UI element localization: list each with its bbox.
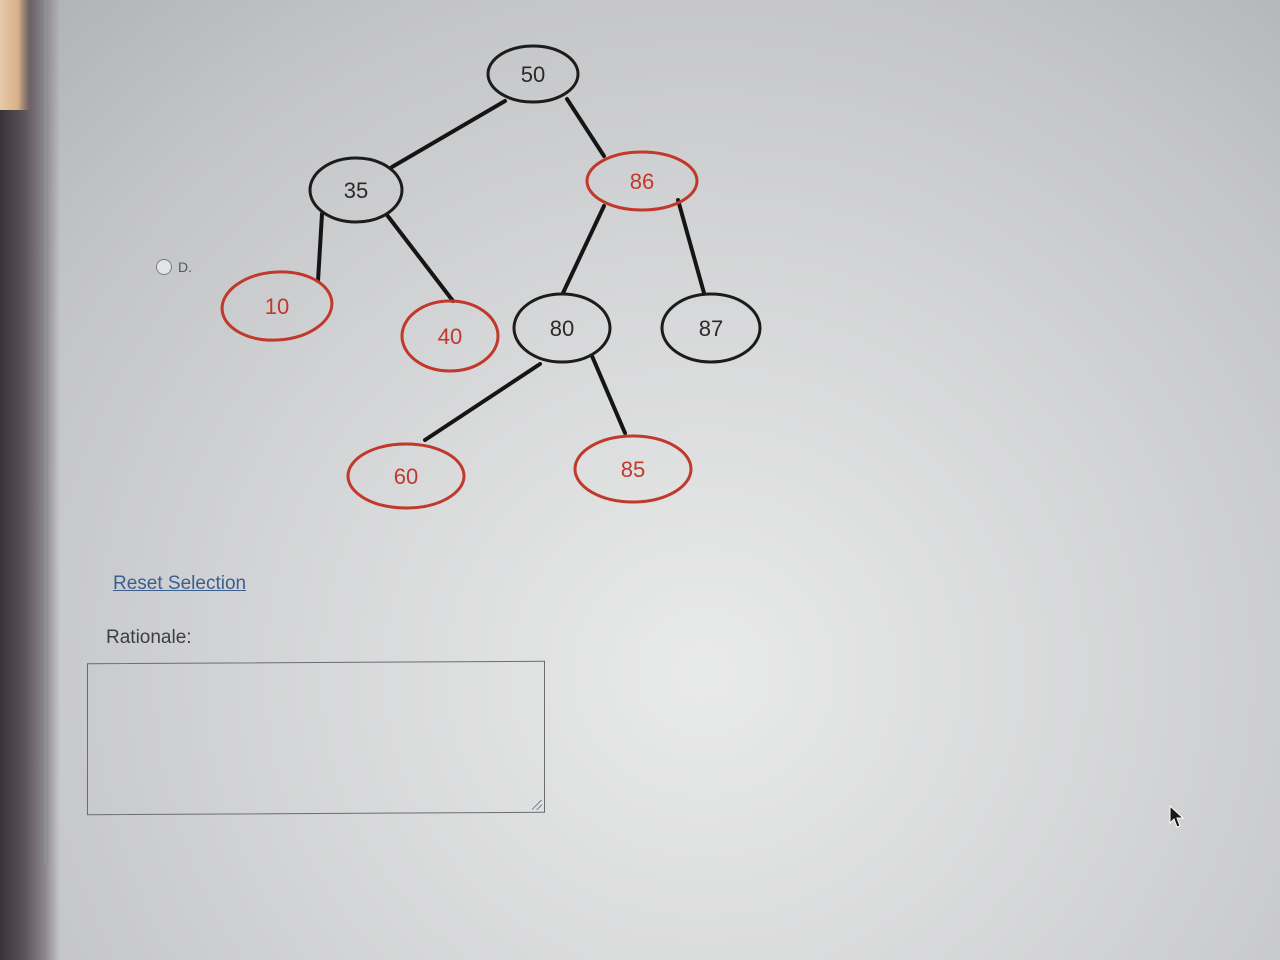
tree-node-circle: [660, 292, 762, 364]
tree-node-value: 80: [550, 316, 574, 341]
tree-node-87: 87: [660, 292, 762, 364]
rationale-textarea[interactable]: [87, 660, 545, 816]
tree-node-circle: [585, 150, 699, 212]
tree-edge-86-80: [561, 204, 606, 295]
option-label-d: D.: [178, 259, 192, 275]
desk-background: [0, 0, 30, 110]
tree-node-circle: [400, 299, 500, 373]
tree-node-circle: [346, 442, 466, 510]
tree-node-circle: [220, 270, 334, 342]
screen-bezel: [0, 0, 60, 960]
rationale-label: Rationale:: [106, 627, 192, 648]
tree-edge-35-10: [316, 212, 324, 283]
tree-node-value: 86: [630, 169, 654, 194]
tree-node-circle: [486, 44, 580, 104]
tree-edge-80-60: [423, 362, 542, 442]
tree-node-value: 50: [521, 62, 545, 87]
tree-node-value: 10: [265, 294, 289, 319]
tree-edge-35-40: [385, 213, 455, 303]
reset-selection-link[interactable]: Reset Selection: [113, 573, 247, 594]
tree-node-value: 85: [621, 457, 645, 482]
resize-grip-icon[interactable]: [532, 799, 542, 810]
tree-edge-50-35: [390, 99, 507, 169]
tree-node-40: 40: [400, 299, 500, 373]
radio-button-d[interactable]: [156, 259, 172, 275]
tree-node-value: 60: [394, 464, 418, 489]
tree-node-86: 86: [585, 150, 699, 212]
tree-node-80: 80: [512, 292, 612, 364]
tree-node-85: 85: [573, 434, 693, 504]
tree-node-60: 60: [346, 442, 466, 510]
tree-node-circle: [573, 434, 693, 504]
tree-edge-86-87: [676, 198, 706, 295]
tree-node-circle: [308, 156, 404, 224]
tree-edge-80-85: [590, 354, 627, 435]
tree-node-value: 35: [344, 178, 368, 203]
mouse-cursor-icon: [1169, 804, 1185, 828]
content-border: [44, 0, 48, 865]
answer-option-d[interactable]: D.: [156, 259, 192, 275]
tree-edge-50-86: [565, 97, 606, 158]
tree-nodes: 50 35 86 10 40 80 87 60 85: [220, 44, 762, 510]
tree-node-50: 50: [486, 44, 580, 104]
tree-node-35: 35: [308, 156, 404, 224]
tree-node-10: 10: [220, 270, 334, 342]
tree-node-value: 87: [699, 316, 723, 341]
tree-node-value: 40: [438, 324, 462, 349]
tree-edges: [316, 97, 706, 442]
tree-node-circle: [512, 292, 612, 364]
